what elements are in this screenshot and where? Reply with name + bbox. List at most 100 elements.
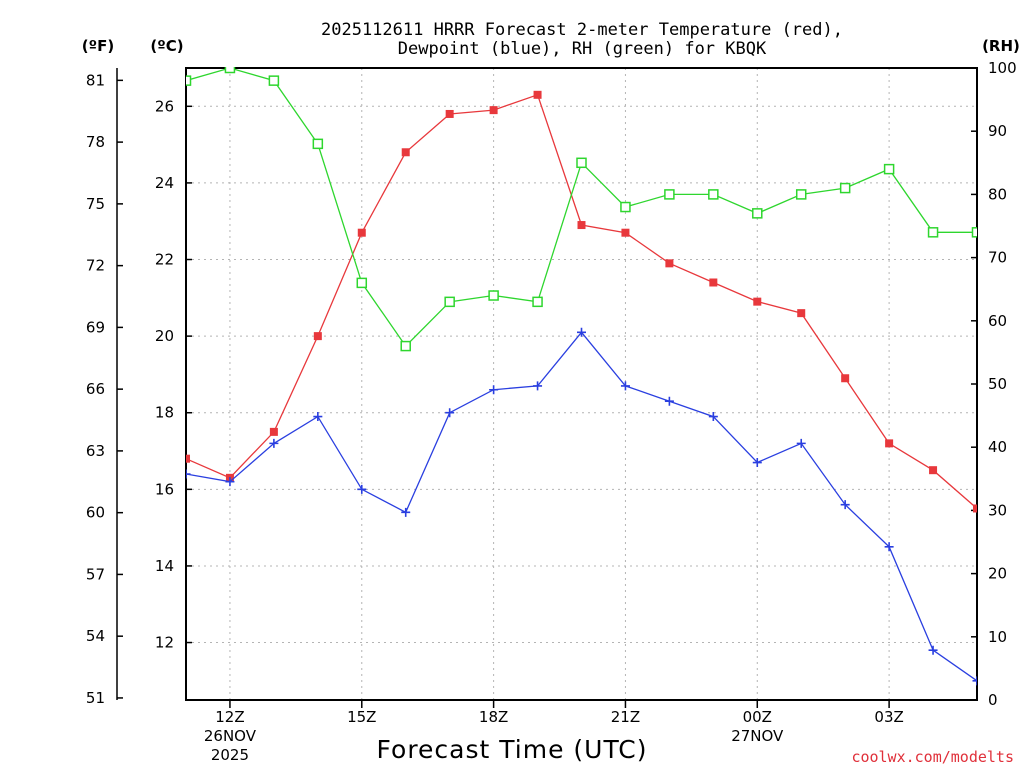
rh-point [839, 182, 851, 194]
temperature-point [489, 106, 498, 115]
temperature-point [533, 90, 542, 99]
fahrenheit-tick-label: 78 [86, 133, 105, 151]
dewpoint-point [445, 408, 455, 418]
celsius-unit-label: (ºC) [150, 37, 183, 55]
rh-point [795, 189, 807, 200]
rh-point [356, 277, 368, 289]
temperature-point [753, 297, 762, 306]
rh-point [708, 189, 719, 200]
rh-point [752, 208, 763, 219]
fahrenheit-tick-label: 51 [86, 689, 105, 707]
rh-tick-label: 50 [988, 375, 1007, 393]
rh-point [927, 227, 939, 238]
x-tick-label: 12Z [215, 708, 244, 726]
axes: 51 54 57 60 63 66 69 72 75 78 81 12 14 16 18 20 22 24 26 0 1… [86, 59, 1017, 764]
celsius-tick-label: 18 [155, 404, 174, 422]
temperature-point [313, 332, 322, 341]
dewpoint-point [313, 412, 323, 422]
fahrenheit-tick-label: 72 [86, 257, 105, 275]
rh-point [186, 75, 192, 86]
rh-point [488, 290, 499, 301]
x-tick-label: 15Z [347, 708, 376, 726]
dewpoint-point [357, 484, 367, 494]
rh-tick-label: 30 [988, 501, 1007, 519]
fahrenheit-tick-label: 60 [86, 504, 105, 522]
x-tick-date-label: 27NOV [731, 727, 784, 745]
rh-point [400, 340, 411, 352]
rh-point [971, 227, 977, 238]
celsius-tick-label: 20 [155, 327, 174, 345]
rh-tick-label: 100 [988, 59, 1017, 77]
celsius-tick-label: 24 [155, 174, 174, 192]
rh-point [444, 296, 455, 308]
x-tick-label: 03Z [874, 708, 903, 726]
rh-point [268, 75, 280, 86]
dewpoint-point [796, 438, 806, 448]
rh-tick-label: 80 [988, 185, 1007, 203]
dewpoint-point [972, 676, 977, 686]
celsius-tick-label: 26 [155, 97, 174, 115]
rh-point [532, 296, 543, 308]
dewpoint-point [225, 477, 235, 487]
temperature-point [186, 454, 190, 463]
celsius-tick-label: 16 [155, 480, 174, 498]
fahrenheit-tick-label: 69 [86, 318, 105, 336]
temperature-point [885, 439, 894, 448]
celsius-tick-label: 14 [155, 557, 174, 575]
dewpoint-point [840, 500, 850, 510]
fahrenheit-tick-label: 57 [86, 565, 105, 583]
fahrenheit-tick-label: 54 [86, 627, 105, 645]
dewpoint-point [708, 412, 718, 422]
chart-title-line2: Dewpoint (blue), RH (green) for KBQK [398, 39, 767, 59]
temperature-line [186, 93, 977, 509]
dewpoint-point [928, 645, 938, 655]
temperature-point [665, 259, 674, 268]
dewpoint-point [752, 458, 762, 468]
series-group [186, 67, 977, 686]
dewpoint-point [186, 469, 191, 479]
x-tick-label: 18Z [479, 708, 508, 726]
fahrenheit-tick-label: 81 [86, 71, 105, 89]
dewpoint-point [489, 385, 499, 395]
fahrenheit-tick-label: 75 [86, 195, 105, 213]
temperature-point [269, 427, 278, 436]
dewpoint-point [884, 542, 894, 552]
rh-point [883, 163, 895, 175]
x-tick-label: 21Z [611, 708, 640, 726]
dewpoint-point [269, 438, 279, 448]
x-tick-year-label: 2025 [211, 746, 249, 764]
rh-point [312, 138, 324, 150]
rh-tick-label: 40 [988, 438, 1007, 456]
fahrenheit-tick-label: 63 [86, 442, 105, 460]
celsius-tick-label: 12 [155, 634, 174, 652]
rh-tick-label: 70 [988, 249, 1007, 267]
fahrenheit-unit-label: (ºF) [82, 37, 114, 55]
celsius-tick-label: 22 [155, 251, 174, 269]
chart-title-line1: 2025112611 HRRR Forecast 2-meter Tempera… [321, 20, 843, 40]
dewpoint-line [186, 331, 977, 682]
x-axis-label: Forecast Time (UTC) [377, 735, 648, 764]
data-series [186, 67, 977, 686]
rh-point [576, 157, 587, 169]
temperature-point [357, 228, 366, 237]
rh-point [620, 201, 631, 213]
temperature-point [577, 221, 586, 230]
x-tick-date-label: 26NOV [204, 727, 257, 745]
temperature-point [973, 504, 977, 513]
rh-line [186, 67, 977, 348]
rh-tick-label: 0 [988, 691, 998, 709]
dewpoint-point [664, 396, 674, 406]
rh-point [664, 189, 675, 200]
rh-tick-label: 60 [988, 312, 1007, 330]
rh-tick-label: 10 [988, 628, 1007, 646]
credit-text: coolwx.com/modelts [851, 748, 1014, 766]
temperature-point [841, 374, 850, 383]
temperature-point [621, 228, 630, 237]
rh-tick-label: 90 [988, 122, 1007, 140]
rh-point [224, 67, 236, 74]
temperature-point [401, 148, 410, 157]
dewpoint-point [533, 381, 543, 391]
rh-unit-label: (RH) [982, 37, 1020, 55]
dewpoint-point [577, 327, 586, 337]
